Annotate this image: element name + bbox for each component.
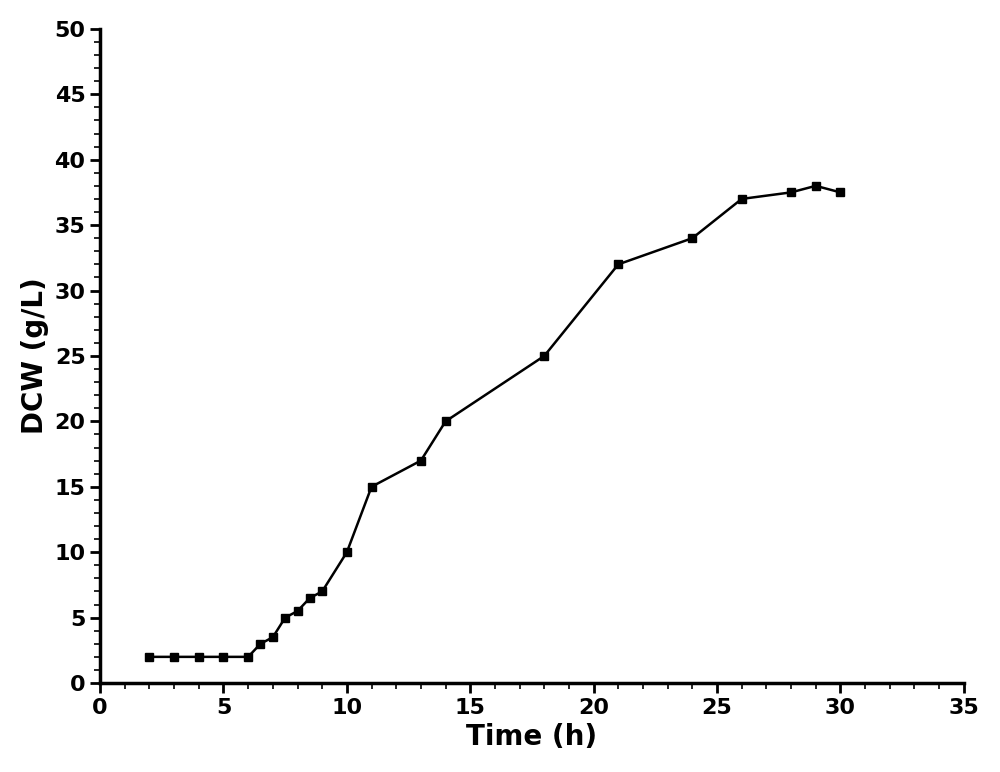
Y-axis label: DCW (g/L): DCW (g/L) — [21, 278, 49, 435]
X-axis label: Time (h): Time (h) — [466, 723, 598, 751]
